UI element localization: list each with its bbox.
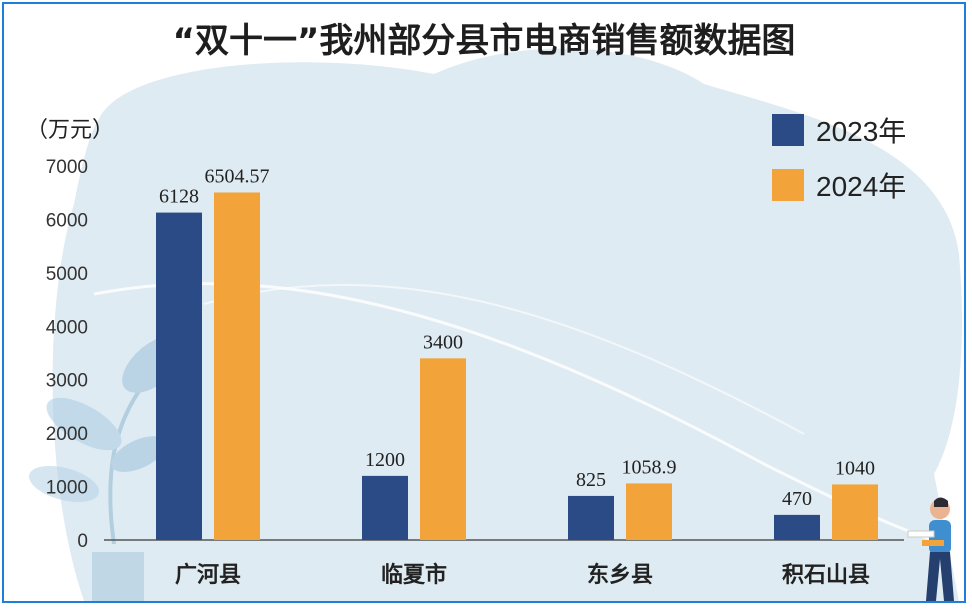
value-label-2023-3: 470 xyxy=(782,488,812,510)
y-tick-label-1000: 1000 xyxy=(46,478,88,499)
bar-2024-3 xyxy=(832,484,878,540)
background-blob xyxy=(52,48,962,601)
y-axis-unit-label: （万元） xyxy=(26,118,114,143)
bar-2023-2 xyxy=(568,495,614,540)
value-label-2024-0: 6504.57 xyxy=(205,165,270,187)
category-labels: 广河县 临夏市 东乡县 积石山县 xyxy=(175,562,870,588)
background-curve-2 xyxy=(203,283,805,435)
person-illustration xyxy=(907,497,954,601)
bar-2023-3 xyxy=(774,514,820,540)
value-label-2023-2: 825 xyxy=(576,469,606,491)
y-tick-label-4000: 4000 xyxy=(46,317,88,338)
legend-label-2024: 2024年 xyxy=(816,171,906,202)
category-label-0: 广河县 xyxy=(175,562,241,588)
bar-2023-1 xyxy=(362,475,408,540)
bar-2023-0 xyxy=(156,212,202,540)
legend: 2023年 2024年 xyxy=(772,114,906,202)
value-label-2023-0: 6128 xyxy=(159,186,199,208)
y-tick-label-5000: 5000 xyxy=(46,264,88,285)
bar-series xyxy=(156,192,878,540)
y-tick-label-7000: 7000 xyxy=(46,157,88,178)
category-label-3: 积石山县 xyxy=(782,563,870,588)
y-axis-ticks: 0 1000 2000 3000 4000 5000 6000 7000 xyxy=(46,157,88,552)
value-label-2024-3: 1040 xyxy=(835,457,875,479)
legend-swatch-2023 xyxy=(772,114,804,146)
bar-2024-2 xyxy=(626,483,672,540)
value-label-2024-2: 1058.9 xyxy=(622,456,677,478)
value-label-2023-1: 1200 xyxy=(365,449,405,471)
y-tick-label-3000: 3000 xyxy=(46,371,88,392)
y-tick-label-2000: 2000 xyxy=(46,424,88,445)
value-labels: 6128 6504.57 1200 3400 825 1058.9 470 1040 xyxy=(159,165,875,509)
category-label-2: 东乡县 xyxy=(587,562,653,588)
chart-frame: “双十一”我州部分县市电商销售额数据图 （万元） 0 1000 2000 3000 40… xyxy=(2,2,966,603)
category-label-1: 临夏市 xyxy=(381,562,447,588)
bar-2024-0 xyxy=(214,192,260,540)
y-tick-label-6000: 6000 xyxy=(46,210,88,231)
chart-title: “双十一”我州部分县市电商销售额数据图 xyxy=(173,21,796,61)
bar-chart: “双十一”我州部分县市电商销售额数据图 （万元） 0 1000 2000 3000 40… xyxy=(26,21,962,601)
y-tick-label-0: 0 xyxy=(77,531,88,552)
value-label-2024-1: 3400 xyxy=(423,331,463,353)
legend-swatch-2024 xyxy=(772,169,804,201)
bar-2024-1 xyxy=(420,358,466,540)
legend-label-2023: 2023年 xyxy=(816,116,906,147)
